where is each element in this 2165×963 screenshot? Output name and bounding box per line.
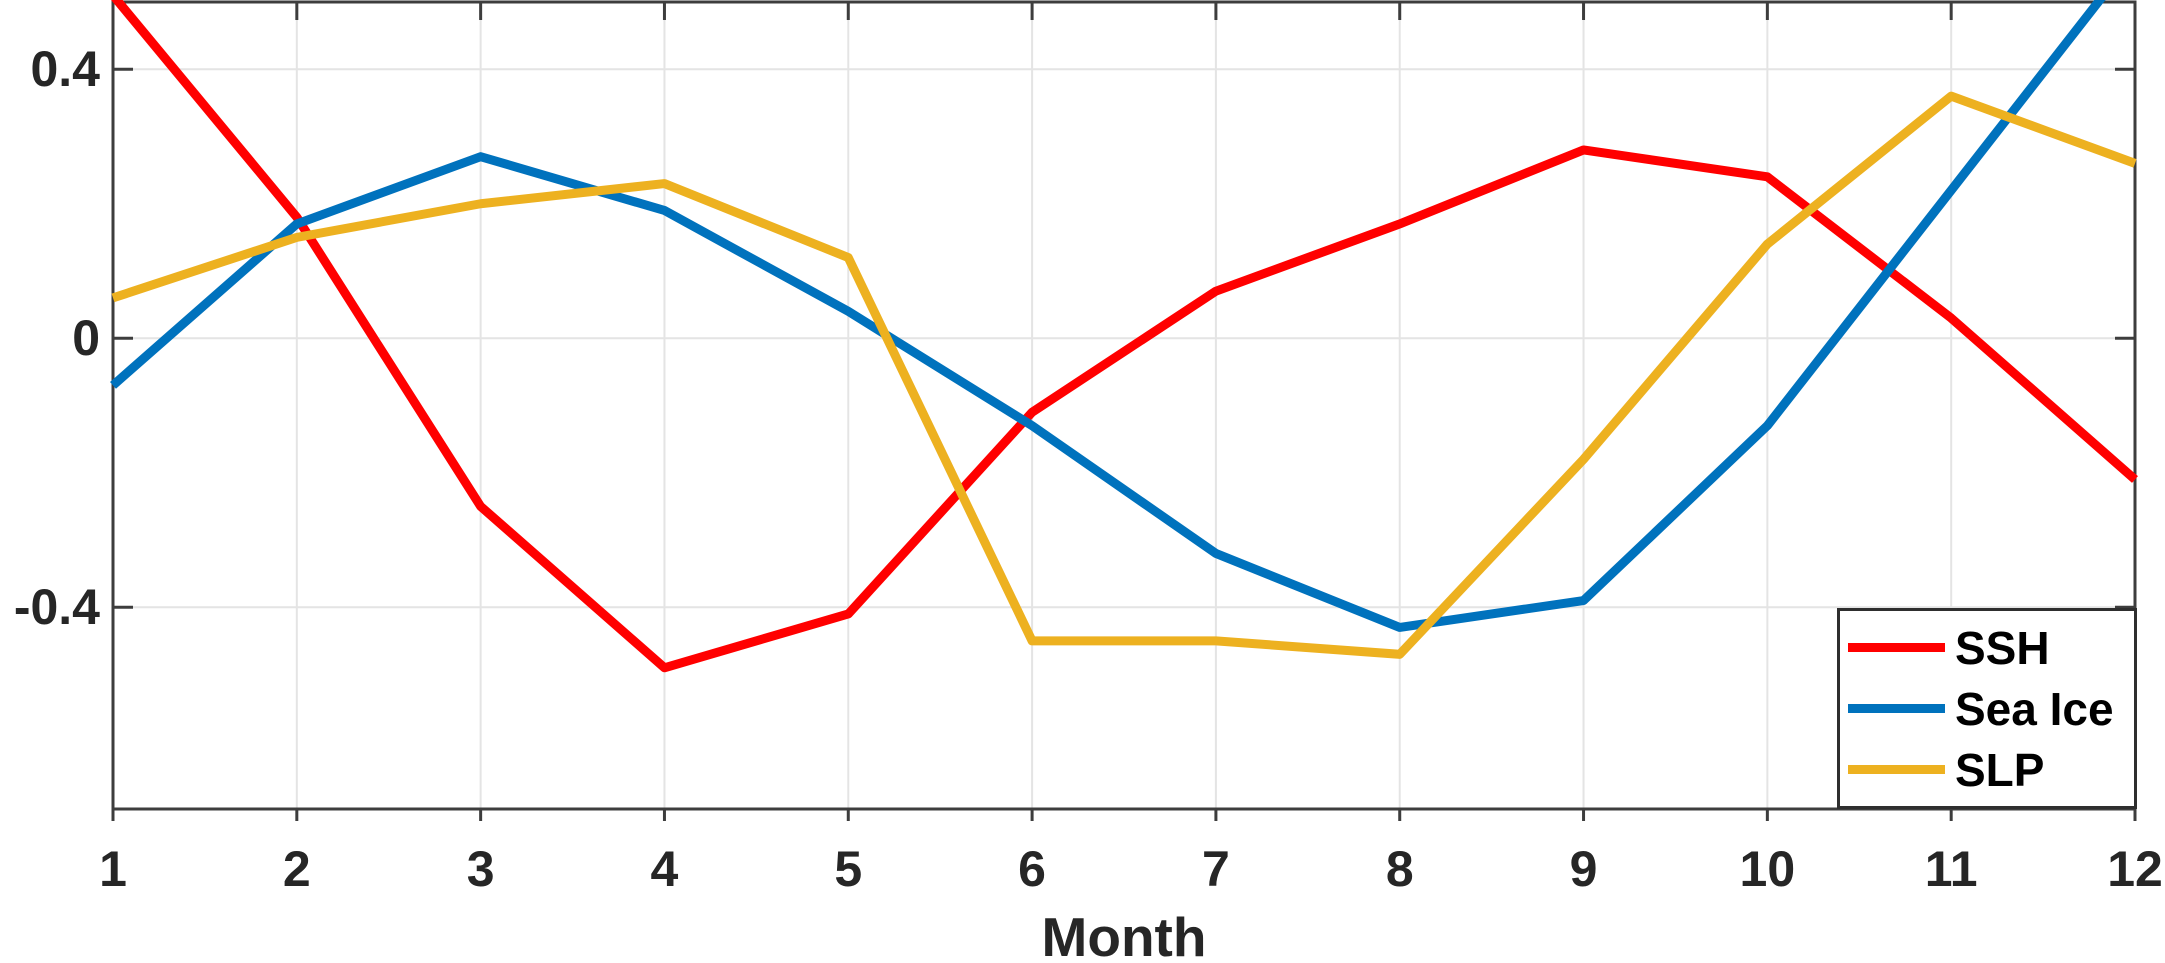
legend-line-ssh [1848,643,1945,652]
y-tick-label-0: 0 [72,310,100,367]
series-lines [110,0,2138,673]
x-tick-label-8: 8 [1385,841,1414,897]
legend-item-sea-ice: Sea Ice [1840,678,2134,739]
legend-label-sea-ice: Sea Ice [1955,682,2114,735]
legend: SSH Sea Ice SLP [1837,608,2137,809]
legend-item-ssh: SSH [1840,617,2134,678]
legend-line-slp [1848,765,1945,774]
legend-label-ssh: SSH [1955,621,2050,674]
x-tick-label-4: 4 [650,841,679,897]
y-tick-label--0.4: -0.4 [13,579,100,636]
legend-line-sea-ice [1848,704,1945,713]
x-tick-label-6: 6 [1018,841,1046,897]
x-tick-label-1: 1 [99,841,127,897]
series-line-ssh [111,0,2138,673]
x-tick-label-5: 5 [834,841,863,897]
x-tick-label-2: 2 [282,841,311,897]
x-tick-label-11: 11 [1924,841,1978,897]
series-line-slp [111,91,2137,659]
series-line-sea-ice [110,0,2106,632]
x-tick-label-12: 12 [2107,841,2163,897]
legend-item-slp: SLP [1840,739,2134,800]
x-axis-title: Month [1041,906,1207,963]
legend-label-slp: SLP [1955,743,2045,796]
x-tick-label-10: 10 [1739,841,1796,897]
x-tick-label-3: 3 [466,841,495,897]
x-tick-label-9: 9 [1569,841,1598,897]
y-tick-label-0.4: 0.4 [30,41,100,98]
x-tick-label-7: 7 [1202,841,1230,897]
axes-box [111,0,2137,811]
